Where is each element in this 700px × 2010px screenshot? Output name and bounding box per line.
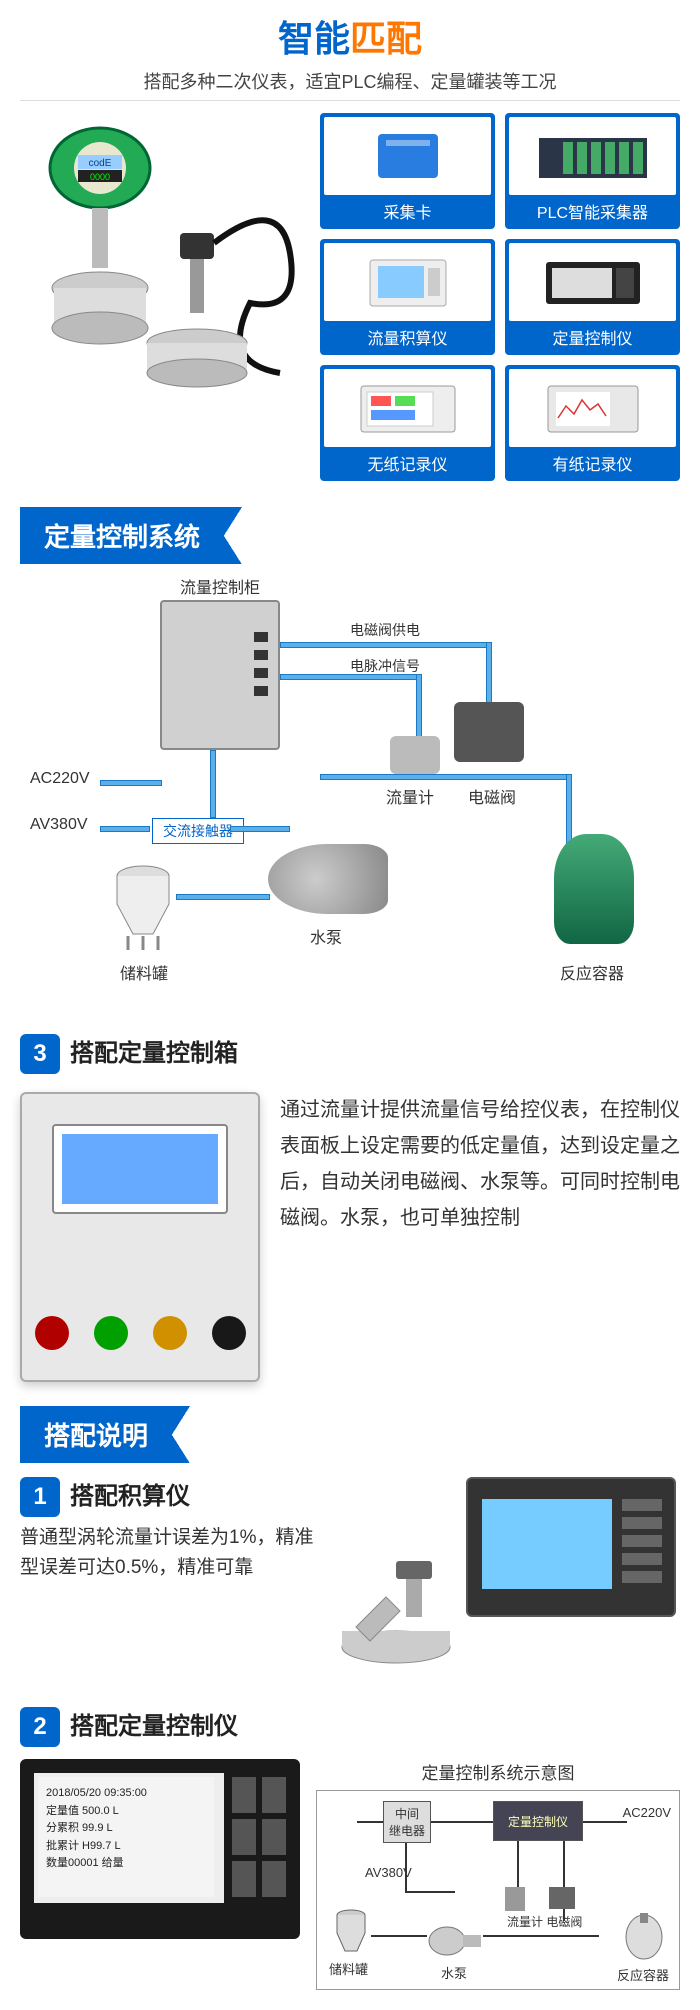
controller-image: 2018/05/20 09:35:00定量值 500.0 L分累积 99.9 L… bbox=[20, 1759, 300, 1939]
step1-title: 搭配积算仪 bbox=[70, 1477, 190, 1517]
flowmeter-image: codE 0000 bbox=[20, 113, 310, 443]
step2-title: 搭配定量控制仪 bbox=[70, 1707, 238, 1747]
card-paperless-recorder: 无纸记录仪 bbox=[320, 365, 495, 481]
step1-badge: 1 bbox=[20, 1477, 60, 1517]
valve-icon bbox=[454, 702, 524, 762]
card-plc: PLC智能采集器 bbox=[505, 113, 680, 229]
cabinet-icon bbox=[160, 600, 280, 750]
md-ctrl: 定量控制仪 bbox=[493, 1801, 583, 1841]
card-integrator: 流量积算仪 bbox=[320, 239, 495, 355]
label-reactor: 反应容器 bbox=[560, 960, 624, 984]
step2-badge: 2 bbox=[20, 1707, 60, 1747]
card-img bbox=[324, 117, 491, 195]
step1-row: 1 搭配积算仪 普通型涡轮流量计误差为1%，精准型误差可达0.5%，精准可靠 bbox=[0, 1473, 700, 1687]
card-label: 流量积算仪 bbox=[367, 321, 447, 351]
card-label: 有纸记录仪 bbox=[552, 447, 632, 477]
label-valve-power: 电磁阀供电 bbox=[350, 620, 420, 640]
pump-icon bbox=[268, 844, 388, 914]
control-box-image bbox=[20, 1092, 260, 1382]
label-flowmeter: 流量计 bbox=[386, 784, 434, 808]
card-img bbox=[509, 369, 676, 447]
hero-title-blue: 智能 bbox=[278, 18, 350, 59]
step3-title: 搭配定量控制箱 bbox=[70, 1034, 238, 1074]
card-label: 定量控制仪 bbox=[552, 321, 632, 351]
card-img bbox=[324, 243, 491, 321]
svg-text:0000: 0000 bbox=[90, 172, 110, 182]
system-diagram: 流量控制柜 电磁阀供电 电脉冲信号 流量计 电磁阀 AC220V AV380V … bbox=[20, 574, 680, 1014]
label-valve: 电磁阀 bbox=[468, 784, 516, 808]
md-ac220: AC220V bbox=[623, 1805, 671, 1820]
integrator-image bbox=[336, 1477, 676, 1677]
card-label: PLC智能采集器 bbox=[537, 195, 648, 225]
label-tank: 储料罐 bbox=[120, 960, 168, 984]
md-pump: 水泵 bbox=[441, 1963, 467, 1982]
md-flowmeter bbox=[505, 1887, 525, 1911]
card-label: 采集卡 bbox=[383, 195, 431, 225]
card-collector: 采集卡 bbox=[320, 113, 495, 229]
step3-header: 3 搭配定量控制箱 bbox=[20, 1034, 680, 1074]
card-img bbox=[509, 117, 676, 195]
md-tank: 储料罐 bbox=[329, 1959, 368, 1978]
md-reactor: 反应容器 bbox=[617, 1965, 669, 1984]
step3-badge: 3 bbox=[20, 1034, 60, 1074]
step2-header: 2 搭配定量控制仪 bbox=[20, 1707, 680, 1747]
reactor-icon bbox=[554, 834, 634, 944]
md-relay: 中间 继电器 bbox=[383, 1801, 431, 1843]
mini-diagram: 中间 继电器 定量控制仪 AC220V AV380V 储料罐 水泵 流量计 电磁… bbox=[316, 1790, 680, 1990]
card-label: 无纸记录仪 bbox=[367, 447, 447, 477]
card-img bbox=[324, 369, 491, 447]
banner-control-system: 定量控制系统 bbox=[20, 507, 224, 564]
tank-icon bbox=[108, 864, 178, 954]
label-pulse: 电脉冲信号 bbox=[350, 656, 420, 676]
svg-text:codE: codE bbox=[89, 158, 112, 169]
step3-body: 通过流量计提供流量信号给控仪表，在控制仪表面板上设定需要的低定量值，达到设定量之… bbox=[0, 1082, 700, 1392]
label-cabinet: 流量控制柜 bbox=[180, 574, 260, 598]
md-valve bbox=[549, 1887, 575, 1909]
md-meter-valve: 流量计 电磁阀 bbox=[507, 1913, 582, 1930]
card-img bbox=[509, 243, 676, 321]
mini-diagram-title: 定量控制系统示意图 bbox=[316, 1759, 680, 1784]
hero-title-orange: 匹配 bbox=[350, 18, 422, 59]
step3-text: 通过流量计提供流量信号给控仪表，在控制仪表面板上设定需要的低定量值，达到设定量之… bbox=[280, 1092, 680, 1236]
label-av380: AV380V bbox=[30, 816, 88, 834]
hero-title: 智能匹配 bbox=[0, 0, 700, 62]
match-section: codE 0000 采集卡 PLC智能采集器 流量积算仪 bbox=[0, 101, 700, 493]
flowmeter-icon bbox=[390, 736, 440, 774]
hero-subtitle: 搭配多种二次仪表，适宜PLC编程、定量罐装等工况 bbox=[20, 68, 680, 101]
step1-text: 普通型涡轮流量计误差为1%，精准型误差可达0.5%，精准可靠 bbox=[20, 1523, 320, 1584]
label-ac220: AC220V bbox=[30, 770, 90, 788]
card-quant-controller: 定量控制仪 bbox=[505, 239, 680, 355]
step2-row: 2018/05/20 09:35:00定量值 500.0 L分累积 99.9 L… bbox=[0, 1755, 700, 2010]
banner-pairing: 搭配说明 bbox=[20, 1406, 172, 1463]
card-paper-recorder: 有纸记录仪 bbox=[505, 365, 680, 481]
device-grid: 采集卡 PLC智能采集器 流量积算仪 定量控制仪 无纸记录仪 有纸记录仪 bbox=[320, 113, 680, 481]
label-pump: 水泵 bbox=[310, 924, 342, 948]
